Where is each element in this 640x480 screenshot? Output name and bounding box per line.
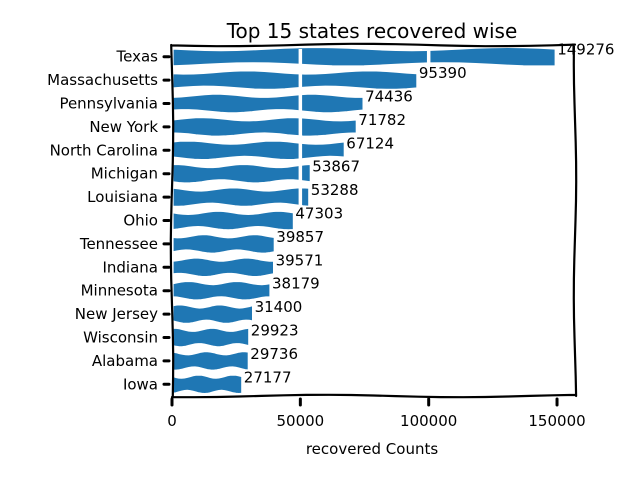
bar-louisiana [172, 187, 310, 208]
bar-ohio [172, 210, 294, 231]
y-tick-label: Iowa [123, 375, 158, 393]
x-tick-label: 50000 [276, 412, 324, 430]
data-label: 74436 [365, 88, 413, 106]
bar-indiana [172, 257, 275, 278]
bar-new-york [172, 116, 357, 137]
y-tick-label: Michigan [91, 165, 158, 183]
y-tick-label: Tennessee [79, 235, 158, 253]
data-label: 53288 [311, 181, 359, 199]
data-label: 39571 [276, 251, 324, 269]
data-label: 53867 [312, 158, 360, 176]
y-tick-label: Pennsylvania [59, 95, 158, 113]
y-tick-label: Indiana [102, 258, 158, 276]
data-label: 39857 [276, 228, 324, 246]
data-labels-layer: 149276 95390 74436 71782 67124 53867 53288 4730… [244, 41, 615, 387]
data-label: 149276 [557, 41, 614, 59]
bar-pennsylvania [172, 93, 364, 114]
bar-texas [172, 46, 556, 67]
bar-tennessee [172, 233, 275, 254]
bar-minnesota [172, 280, 271, 301]
data-label: 95390 [419, 64, 467, 82]
data-label: 27177 [244, 368, 292, 386]
x-axis: 0 50000 100000 150000 [167, 397, 586, 430]
plot-frame [169, 42, 578, 399]
y-tick-label: Alabama [92, 352, 158, 370]
y-tick-label: Ohio [123, 212, 158, 230]
y-tick-label: New Jersey [75, 305, 158, 323]
bar-wisconsin [172, 327, 250, 348]
data-label: 29736 [250, 345, 298, 363]
data-label: 67124 [346, 134, 394, 152]
bar-massachusetts [172, 70, 418, 91]
y-tick-label: New York [89, 118, 158, 136]
x-tick-label: 100000 [400, 412, 457, 430]
bar-michigan [172, 163, 311, 184]
x-tick-label: 150000 [528, 412, 585, 430]
data-label: 71782 [358, 111, 406, 129]
bar-new-jersey [172, 304, 254, 325]
y-tick-label: North Carolina [50, 141, 158, 159]
bar-alabama [172, 350, 249, 371]
y-tick-label: Louisiana [87, 188, 158, 206]
x-axis-label: recovered Counts [306, 440, 438, 458]
data-label: 38179 [272, 275, 320, 293]
grid-gaps-layer [298, 49, 559, 392]
y-tick-label: Minnesota [81, 282, 158, 300]
data-label: 29923 [251, 322, 299, 340]
y-axis: Texas Massachusetts Pennsylvania New York No… [47, 48, 171, 393]
chart-title: Top 15 states recovered wise [226, 19, 518, 43]
bars-layer [172, 46, 556, 395]
bar-iowa [172, 374, 243, 395]
y-tick-label: Wisconsin [83, 329, 158, 347]
y-tick-label: Texas [116, 48, 159, 66]
y-tick-label: Massachusetts [47, 71, 158, 89]
data-label: 47303 [295, 205, 343, 223]
data-label: 31400 [255, 298, 303, 316]
x-tick-label: 0 [167, 412, 177, 430]
